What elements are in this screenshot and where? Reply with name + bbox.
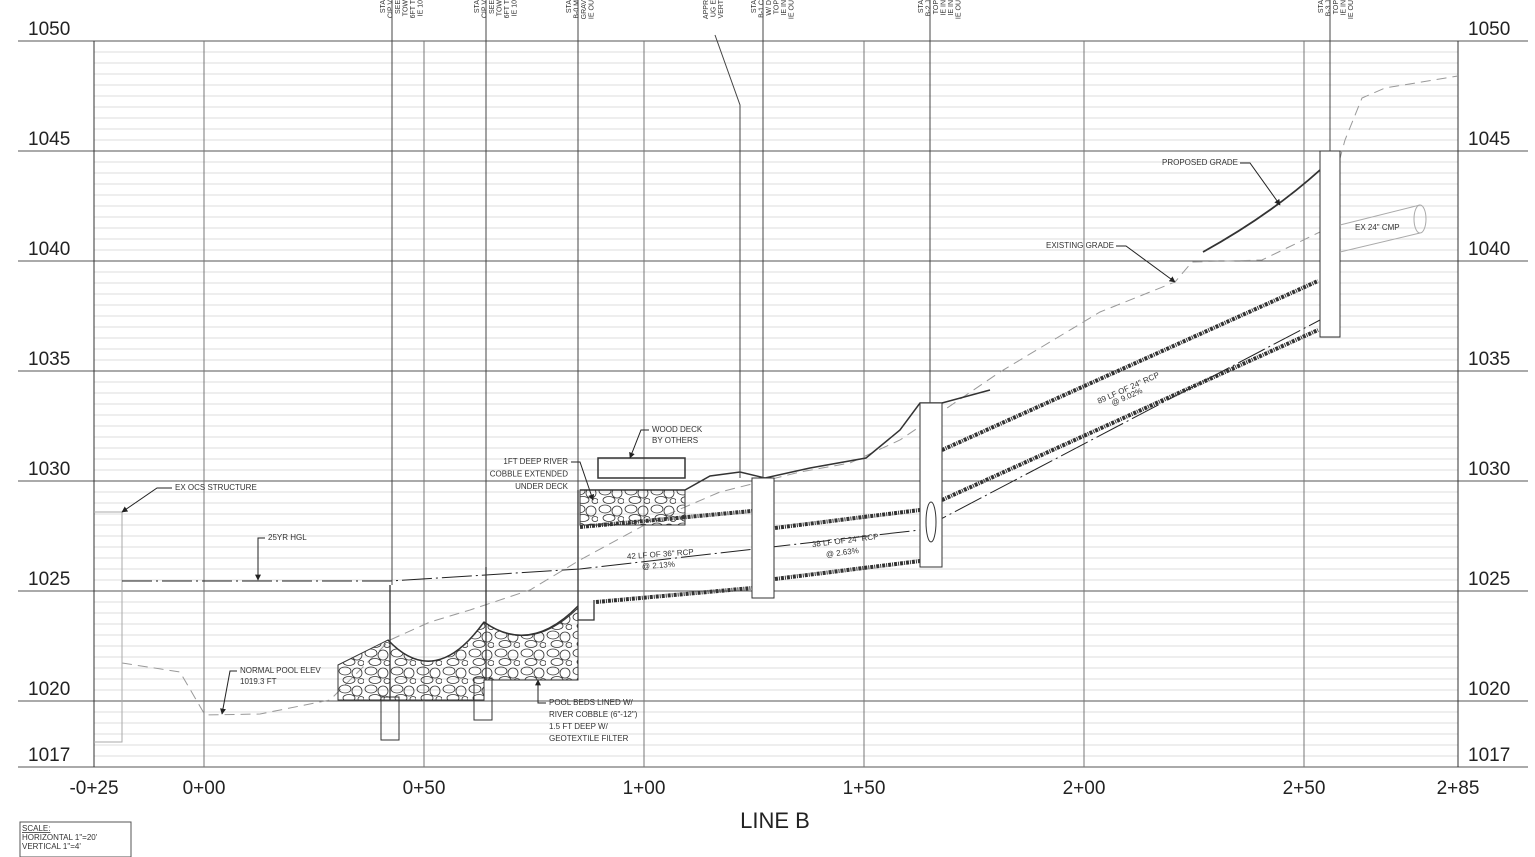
callout-text: IE OU: [956, 0, 963, 19]
station-label: 1+50: [843, 778, 886, 799]
annotation: VERTICAL 1"=4': [22, 842, 81, 851]
callout-text: IE OU: [789, 0, 796, 19]
elevation-label: 1050: [1468, 19, 1510, 40]
annotation: EXISTING GRADE: [1046, 241, 1114, 250]
elevation-label: 1040: [1468, 239, 1510, 260]
elevation-label: 1050: [28, 19, 70, 40]
elevation-label: 1045: [1468, 129, 1510, 150]
annotation: BY OTHERS: [652, 436, 698, 445]
annotation: 38 LF OF 24" RCP: [811, 532, 878, 549]
callout-text: SEE: [395, 0, 402, 14]
callout-text: TOP: [774, 0, 781, 14]
annotation: WOOD DECK: [652, 425, 703, 434]
ex-cmp: [1414, 205, 1426, 233]
structure: [1320, 151, 1340, 337]
callout-text: IE IN: [948, 0, 955, 16]
axis-title: LINE B: [740, 808, 810, 833]
callout-text: IE 10: [512, 0, 519, 16]
annotation: 25YR HGL: [268, 533, 307, 542]
elevation-label: 1030: [1468, 459, 1510, 480]
elevation-label: 1045: [28, 129, 70, 150]
elevation-label: 1035: [1468, 349, 1510, 370]
callout-text: B-2 J: [926, 0, 933, 16]
callout-text: APPR: [703, 0, 710, 19]
elevation-label: 1017: [28, 745, 70, 766]
station-label: 0+50: [403, 778, 446, 799]
elevation-label: 1017: [1468, 745, 1510, 766]
annotation: NORMAL POOL ELEV: [240, 666, 321, 675]
callout-text: IE OU: [1348, 0, 1355, 19]
station-label: 1+00: [623, 778, 666, 799]
features: [20, 0, 1458, 857]
proposed-grade: [1203, 170, 1320, 252]
callout-text: STA: [566, 0, 573, 13]
callout-text: UG E: [711, 0, 718, 17]
cobble: [580, 490, 685, 525]
callout-text: IE OU: [589, 0, 596, 19]
annotation: @ 2.63%: [825, 546, 859, 559]
elevation-label: 1025: [28, 569, 70, 590]
grid: [18, 41, 1528, 767]
callout-text: B-0 M: [574, 0, 581, 19]
annotation: SCALE:: [22, 824, 50, 833]
callout-text: IE IN: [1341, 0, 1348, 16]
elevation-label: 1020: [28, 679, 70, 700]
station-label: 0+00: [183, 778, 226, 799]
callout-text: STA: [1318, 0, 1325, 13]
annotation: 1.5 FT DEEP W/: [549, 722, 609, 731]
callout-line: [392, 0, 1330, 585]
annotation: RIVER COBBLE (6"-12"): [549, 710, 638, 719]
footing: [381, 697, 399, 740]
callout-text: SEE: [489, 0, 496, 14]
callout-text: STA: [380, 0, 387, 13]
annotation: EX 24" CMP: [1355, 223, 1400, 232]
elevation-label: 1020: [1468, 679, 1510, 700]
elevation-label: 1030: [28, 459, 70, 480]
station-label: 2+00: [1063, 778, 1106, 799]
station-label: -0+25: [69, 778, 118, 799]
profile-drawing: 1050 1050 1045 1045 1040 1040 1035 1035 1030 1030…: [0, 0, 1535, 857]
callout-text: TOW: [497, 0, 504, 16]
station-label: 2+50: [1283, 778, 1326, 799]
callout-text: IE 10: [418, 0, 425, 16]
callout-text: B-1 C: [759, 0, 766, 18]
callout-text: W/ D: [766, 0, 773, 16]
elevation-label: 1025: [1468, 569, 1510, 590]
callout-text: STA: [474, 0, 481, 13]
station-label: 2+85: [1437, 778, 1480, 799]
annotation: 42 LF OF 36" RCP: [627, 547, 694, 561]
annotation: @ 2.13%: [642, 560, 676, 571]
callout-text: IE IN: [941, 0, 948, 16]
structure: [752, 478, 774, 598]
callout-text: TOP: [933, 0, 940, 14]
callout-text: TOW: [403, 0, 410, 16]
annotation: EX OCS STRUCTURE: [175, 483, 257, 492]
labels: 1050 1050 1045 1045 1040 1040 1035 1035 1030 1030…: [22, 0, 1510, 851]
callout-text: STA: [918, 0, 925, 13]
callout-text: GRAV: [581, 0, 588, 19]
existing-grade: [122, 76, 1458, 715]
callout-text: 6FT T: [410, 0, 417, 18]
callout-text: STA: [751, 0, 758, 13]
annotation: HORIZONTAL 1"=20': [22, 833, 98, 842]
annotation: 1FT DEEP RIVER: [503, 457, 568, 466]
wood-deck: [598, 458, 685, 478]
annotation: UNDER DECK: [515, 482, 569, 491]
callout-text: CIP V: [388, 0, 395, 18]
callout-text: B-3 J: [1326, 0, 1333, 16]
annotation: 1019.3 FT: [240, 677, 277, 686]
elevation-label: 1035: [28, 349, 70, 370]
callout-text: CIP V: [482, 0, 489, 18]
annotation: COBBLE EXTENDED: [490, 470, 568, 479]
callout-text: VERT: [718, 0, 725, 19]
cobble: [338, 608, 578, 700]
callout-text: IE IN: [781, 0, 788, 16]
callout-text: 6FT T: [504, 0, 511, 18]
annotation: GEOTEXTILE FILTER: [549, 734, 629, 743]
ocs-structure: [94, 512, 122, 742]
annotation: PROPOSED GRADE: [1162, 158, 1238, 167]
callout-text: TOP: [1333, 0, 1340, 14]
elevation-label: 1040: [28, 239, 70, 260]
annotation: POOL BEDS LINED W/: [549, 698, 634, 707]
